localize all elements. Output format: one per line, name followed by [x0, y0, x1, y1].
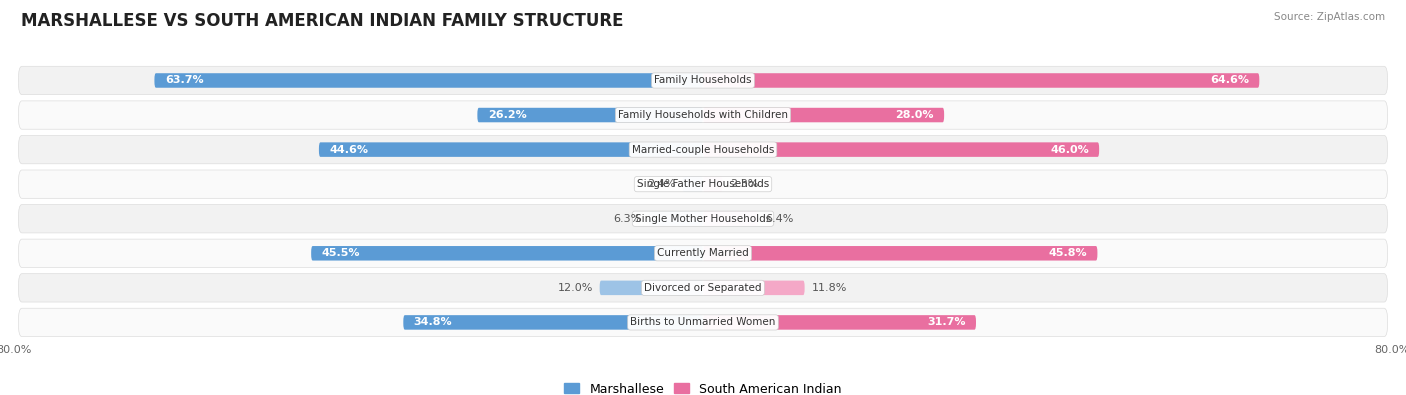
Text: Births to Unmarried Women: Births to Unmarried Women — [630, 318, 776, 327]
Text: 34.8%: 34.8% — [413, 318, 453, 327]
FancyBboxPatch shape — [703, 177, 723, 192]
FancyBboxPatch shape — [703, 142, 1099, 157]
Text: 26.2%: 26.2% — [488, 110, 526, 120]
Text: Divorced or Separated: Divorced or Separated — [644, 283, 762, 293]
FancyBboxPatch shape — [682, 177, 703, 192]
Text: Single Mother Households: Single Mother Households — [636, 214, 770, 224]
FancyBboxPatch shape — [703, 246, 1098, 261]
FancyBboxPatch shape — [18, 66, 1388, 95]
Text: Source: ZipAtlas.com: Source: ZipAtlas.com — [1274, 12, 1385, 22]
Text: MARSHALLESE VS SOUTH AMERICAN INDIAN FAMILY STRUCTURE: MARSHALLESE VS SOUTH AMERICAN INDIAN FAM… — [21, 12, 624, 30]
FancyBboxPatch shape — [18, 135, 1388, 164]
FancyBboxPatch shape — [703, 73, 1260, 88]
FancyBboxPatch shape — [648, 211, 703, 226]
Text: 28.0%: 28.0% — [896, 110, 934, 120]
FancyBboxPatch shape — [319, 142, 703, 157]
FancyBboxPatch shape — [599, 280, 703, 295]
Text: Family Households with Children: Family Households with Children — [619, 110, 787, 120]
FancyBboxPatch shape — [703, 108, 945, 122]
FancyBboxPatch shape — [155, 73, 703, 88]
Text: 64.6%: 64.6% — [1211, 75, 1249, 85]
FancyBboxPatch shape — [18, 274, 1388, 302]
Text: Family Households: Family Households — [654, 75, 752, 85]
FancyBboxPatch shape — [404, 315, 703, 330]
Text: 11.8%: 11.8% — [811, 283, 846, 293]
FancyBboxPatch shape — [703, 315, 976, 330]
Text: Married-couple Households: Married-couple Households — [631, 145, 775, 154]
FancyBboxPatch shape — [703, 280, 804, 295]
FancyBboxPatch shape — [18, 239, 1388, 267]
FancyBboxPatch shape — [18, 101, 1388, 129]
Legend: Marshallese, South American Indian: Marshallese, South American Indian — [560, 378, 846, 395]
Text: 63.7%: 63.7% — [165, 75, 204, 85]
Text: 6.4%: 6.4% — [765, 214, 793, 224]
Text: Currently Married: Currently Married — [657, 248, 749, 258]
Text: 31.7%: 31.7% — [927, 318, 966, 327]
FancyBboxPatch shape — [18, 205, 1388, 233]
Text: 45.8%: 45.8% — [1049, 248, 1087, 258]
Text: 2.3%: 2.3% — [730, 179, 758, 189]
FancyBboxPatch shape — [703, 211, 758, 226]
FancyBboxPatch shape — [18, 170, 1388, 198]
Text: 6.3%: 6.3% — [613, 214, 643, 224]
Text: 12.0%: 12.0% — [557, 283, 593, 293]
FancyBboxPatch shape — [18, 308, 1388, 337]
FancyBboxPatch shape — [311, 246, 703, 261]
Text: 2.4%: 2.4% — [647, 179, 675, 189]
Text: 46.0%: 46.0% — [1050, 145, 1088, 154]
Text: 45.5%: 45.5% — [322, 248, 360, 258]
FancyBboxPatch shape — [478, 108, 703, 122]
Text: 44.6%: 44.6% — [329, 145, 368, 154]
Text: Single Father Households: Single Father Households — [637, 179, 769, 189]
